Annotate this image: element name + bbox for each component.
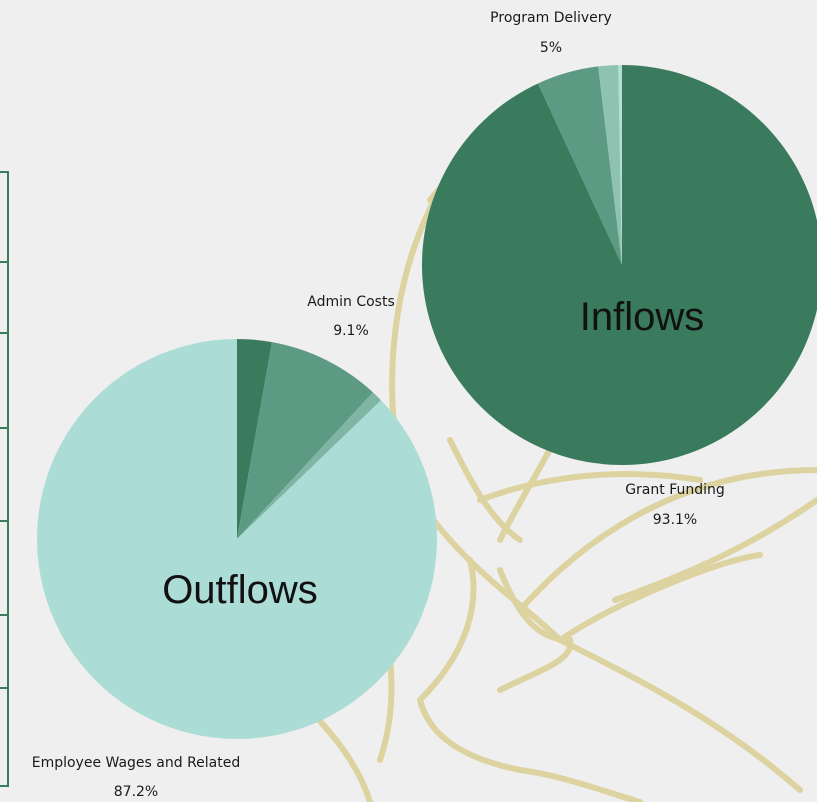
inflows-slice-0	[422, 65, 817, 465]
left-frame	[0, 171, 9, 787]
outflows-pie	[36, 339, 437, 739]
grant-funding-value: 93.1%	[653, 512, 697, 528]
outflows-slice-2	[237, 392, 382, 539]
employee-wages-value: 87.2%	[114, 784, 158, 800]
outflows-title: Outflows	[162, 568, 318, 612]
outflows-slice-3	[36, 339, 437, 739]
inflows-slice-2	[598, 65, 622, 266]
program-delivery-label: Program Delivery	[490, 10, 612, 26]
inflows-slice-3	[618, 65, 622, 265]
outflows-slice-1	[237, 342, 373, 539]
inflows-title: Inflows	[580, 295, 705, 339]
outflows-slice-0	[237, 339, 273, 539]
admin-costs-value: 9.1%	[333, 323, 369, 339]
grant-funding-label: Grant Funding	[625, 482, 725, 498]
inflows-slice-1	[537, 66, 622, 265]
program-delivery-value: 5%	[540, 40, 562, 56]
admin-costs-label: Admin Costs	[307, 294, 395, 310]
inflows-pie	[422, 65, 817, 465]
employee-wages-label: Employee Wages and Related	[32, 755, 241, 771]
